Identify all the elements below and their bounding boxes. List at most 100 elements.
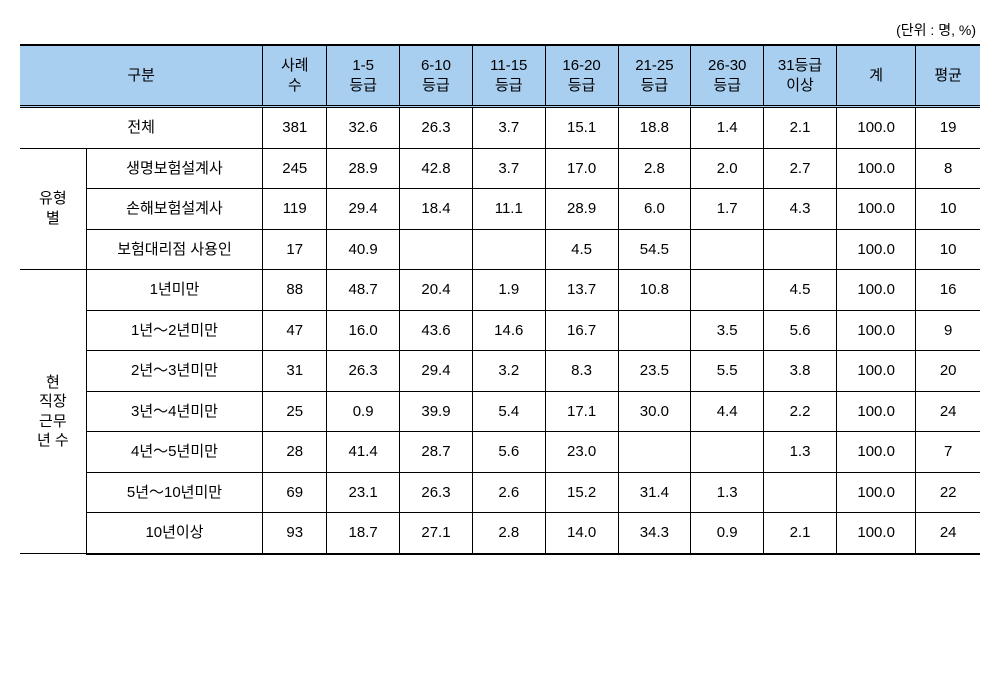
cell: 28.9 (327, 148, 400, 189)
unit-label: (단위 : 명, %) (20, 20, 980, 40)
col-g7: 31등급이상 (764, 45, 837, 107)
cell: 11.1 (472, 189, 545, 230)
cell: 40.9 (327, 229, 400, 270)
cell: 23.5 (618, 351, 691, 392)
cell (691, 229, 764, 270)
cell: 5.5 (691, 351, 764, 392)
cell (764, 472, 837, 513)
cell: 10 (916, 229, 980, 270)
cell: 42.8 (400, 148, 473, 189)
cell: 9 (916, 310, 980, 351)
cell: 10 (916, 189, 980, 230)
cell: 17 (263, 229, 327, 270)
cell: 119 (263, 189, 327, 230)
cell: 69 (263, 472, 327, 513)
col-g5: 21-25등급 (618, 45, 691, 107)
cell: 16.0 (327, 310, 400, 351)
col-avg: 평균 (916, 45, 980, 107)
cell: 30.0 (618, 391, 691, 432)
row-label: 2년～3년미만 (86, 351, 263, 392)
cell (618, 432, 691, 473)
cell: 100.0 (836, 472, 915, 513)
cell: 14.6 (472, 310, 545, 351)
cell: 8 (916, 148, 980, 189)
cell: 3.8 (764, 351, 837, 392)
table-row: 1년～2년미만 47 16.0 43.6 14.6 16.7 3.5 5.6 1… (20, 310, 980, 351)
cell: 100.0 (836, 513, 915, 554)
cell (400, 229, 473, 270)
cell: 26.3 (327, 351, 400, 392)
cell: 2.8 (472, 513, 545, 554)
cell: 43.6 (400, 310, 473, 351)
table-row-total: 전체 381 32.6 26.3 3.7 15.1 18.8 1.4 2.1 1… (20, 107, 980, 149)
col-sum: 계 (836, 45, 915, 107)
row-label: 보험대리점 사용인 (86, 229, 263, 270)
col-g4: 16-20등급 (545, 45, 618, 107)
cell: 100.0 (836, 310, 915, 351)
cell: 93 (263, 513, 327, 554)
cell: 17.1 (545, 391, 618, 432)
cell: 54.5 (618, 229, 691, 270)
cell: 2.8 (618, 148, 691, 189)
cell: 28 (263, 432, 327, 473)
cell: 27.1 (400, 513, 473, 554)
cell: 24 (916, 513, 980, 554)
cell: 100.0 (836, 432, 915, 473)
table-row: 4년～5년미만 28 41.4 28.7 5.6 23.0 1.3 100.0 … (20, 432, 980, 473)
row-label: 손해보험설계사 (86, 189, 263, 230)
table-row: 10년이상 93 18.7 27.1 2.8 14.0 34.3 0.9 2.1… (20, 513, 980, 554)
cell: 5.6 (764, 310, 837, 351)
cell: 10.8 (618, 270, 691, 311)
cell: 5.6 (472, 432, 545, 473)
cell: 34.3 (618, 513, 691, 554)
cell: 100.0 (836, 189, 915, 230)
cell: 25 (263, 391, 327, 432)
table-row: 손해보험설계사 119 29.4 18.4 11.1 28.9 6.0 1.7 … (20, 189, 980, 230)
cell: 23.0 (545, 432, 618, 473)
table-header-row: 구분 사례수 1-5등급 6-10등급 11-15등급 16-20등급 21-2… (20, 45, 980, 107)
cell: 6.0 (618, 189, 691, 230)
cell (472, 229, 545, 270)
cell: 41.4 (327, 432, 400, 473)
cell: 29.4 (327, 189, 400, 230)
col-g3: 11-15등급 (472, 45, 545, 107)
cell: 18.4 (400, 189, 473, 230)
cell: 100.0 (836, 107, 915, 149)
cell: 7 (916, 432, 980, 473)
cell: 100.0 (836, 270, 915, 311)
cell: 2.2 (764, 391, 837, 432)
cell: 245 (263, 148, 327, 189)
cell: 1.3 (764, 432, 837, 473)
cell: 381 (263, 107, 327, 149)
cell: 100.0 (836, 229, 915, 270)
cell (618, 310, 691, 351)
table-row: 유형별 생명보험설계사 245 28.9 42.8 3.7 17.0 2.8 2… (20, 148, 980, 189)
col-n: 사례수 (263, 45, 327, 107)
col-g6: 26-30등급 (691, 45, 764, 107)
cell: 26.3 (400, 107, 473, 149)
cell: 16.7 (545, 310, 618, 351)
cell: 26.3 (400, 472, 473, 513)
cell: 18.8 (618, 107, 691, 149)
cell: 4.5 (764, 270, 837, 311)
cell: 1.4 (691, 107, 764, 149)
cell: 2.7 (764, 148, 837, 189)
cell: 29.4 (400, 351, 473, 392)
row-label: 생명보험설계사 (86, 148, 263, 189)
cell: 88 (263, 270, 327, 311)
cell: 100.0 (836, 391, 915, 432)
cell: 16 (916, 270, 980, 311)
cell: 2.1 (764, 513, 837, 554)
cell: 1.9 (472, 270, 545, 311)
cell: 3.7 (472, 107, 545, 149)
cell: 23.1 (327, 472, 400, 513)
cell: 0.9 (327, 391, 400, 432)
cell: 28.9 (545, 189, 618, 230)
table-container: (단위 : 명, %) 구분 사례수 1-5등급 6-10등급 11-15등급 … (20, 20, 980, 555)
cell: 1.3 (691, 472, 764, 513)
cell: 15.1 (545, 107, 618, 149)
col-category: 구분 (20, 45, 263, 107)
cell: 100.0 (836, 351, 915, 392)
cell: 4.5 (545, 229, 618, 270)
row-label: 10년이상 (86, 513, 263, 554)
